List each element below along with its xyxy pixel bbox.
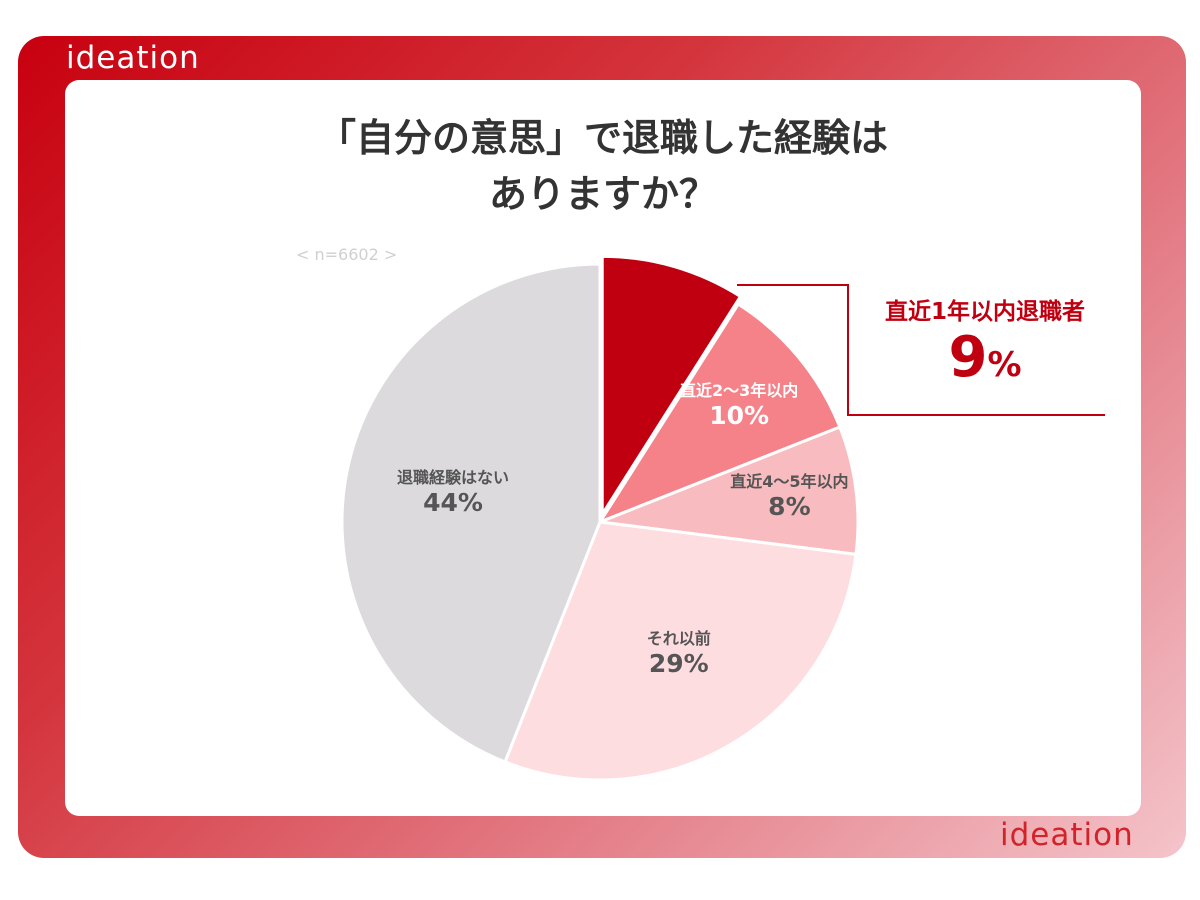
slice-label-4-5yr: 直近4〜5年以内 8% bbox=[730, 468, 848, 521]
slice-value-none: 44% bbox=[423, 487, 483, 517]
slice-name-none: 退職経験はない bbox=[396, 467, 510, 487]
slice-label-2-3yr: 直近2〜3年以内 10% bbox=[680, 377, 798, 430]
slice-name-4-5yr: 直近4〜5年以内 bbox=[730, 472, 849, 492]
slice-name-2-3yr: 直近2〜3年以内 bbox=[680, 380, 799, 400]
slice-value-4-5yr: 8% bbox=[768, 492, 811, 522]
pie-slice-before bbox=[503, 520, 858, 782]
sample-size: < n=6602 > bbox=[296, 245, 398, 264]
pie-slice-2-3yr bbox=[596, 302, 842, 526]
chart-title-line-2: ありますか？ bbox=[488, 172, 717, 216]
callout-label: 直近1年以内退職者 bbox=[884, 299, 1085, 325]
callout-line bbox=[737, 284, 1105, 416]
slice-label-before: それ以前 29% bbox=[647, 625, 711, 678]
slice-value-2-3yr: 10% bbox=[709, 400, 770, 430]
slice-label-none: 退職経験はない 44% bbox=[397, 464, 509, 517]
chart-title: 「自分の意思」で退職した経験は ありますか？ bbox=[65, 110, 1141, 222]
slice-value-before: 29% bbox=[648, 649, 709, 679]
logo-top: ideation bbox=[66, 40, 200, 76]
pie-slice-1yr bbox=[600, 254, 743, 520]
callout-value: 9% bbox=[865, 326, 1105, 397]
callout: 直近1年以内退職者 9% bbox=[865, 292, 1105, 397]
callout-unit: % bbox=[987, 345, 1022, 385]
pie-slice-4-5yr bbox=[599, 425, 860, 557]
pie-slice-none bbox=[340, 262, 602, 764]
slice-name-before: それ以前 bbox=[646, 629, 711, 649]
callout-number: 9 bbox=[948, 325, 988, 390]
logo-bottom: ideation bbox=[1000, 817, 1134, 853]
chart-title-line-1: 「自分の意思」で退職した経験は bbox=[317, 116, 888, 160]
